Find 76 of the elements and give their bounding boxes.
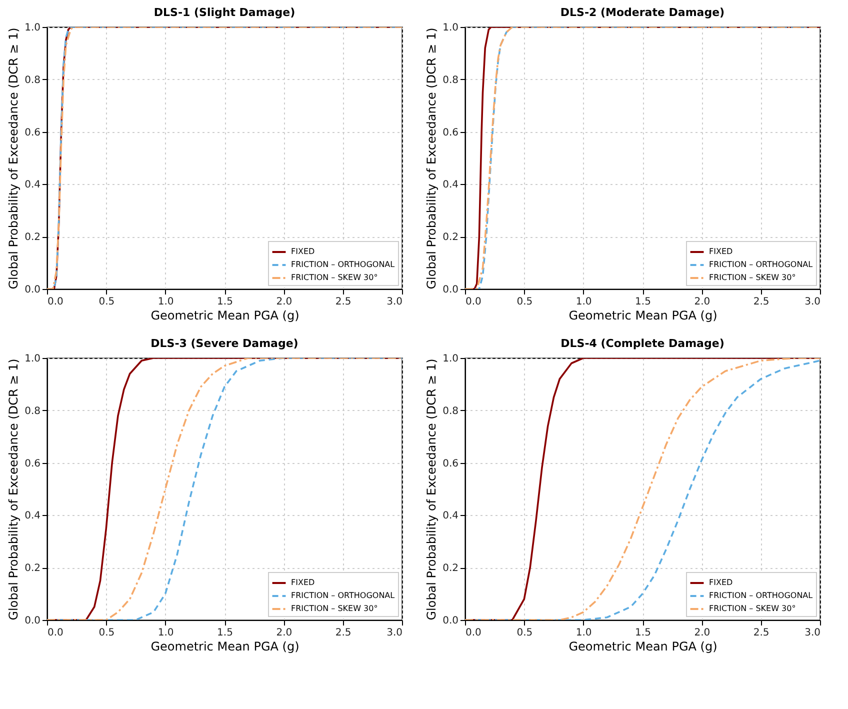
x-tick-label: 2.5 bbox=[335, 628, 352, 638]
legend-label: FIXED bbox=[291, 247, 315, 256]
y-tick-label: 0.4 bbox=[24, 180, 40, 191]
legend-label: FRICTION – SKEW 30° bbox=[291, 604, 378, 613]
x-tick-label: 2.0 bbox=[276, 296, 292, 308]
x-tick-label: 1.0 bbox=[576, 628, 592, 638]
x-tick-label: 2.0 bbox=[694, 296, 710, 308]
x-tick-label: 2.0 bbox=[694, 628, 710, 638]
legend-label: FRICTION – SKEW 30° bbox=[709, 604, 796, 613]
legend-label: FRICTION – ORTHOGONAL bbox=[709, 260, 814, 269]
x-tick-label: 2.5 bbox=[753, 628, 770, 638]
x-tick-label: 0.0 bbox=[466, 628, 482, 638]
y-axis-title: Global Probability of Exceedance (DCR ≥ 1) bbox=[424, 358, 439, 620]
x-tick-label: 0.0 bbox=[466, 296, 482, 308]
chart-title: DLS-2 (Moderate Damage) bbox=[560, 6, 725, 19]
chart-title: DLS-3 (Severe Damage) bbox=[150, 337, 298, 350]
x-tick-label: 3.0 bbox=[804, 296, 820, 308]
x-axis-title: Geometric Mean PGA (g) bbox=[150, 308, 300, 322]
x-tick-label: 2.5 bbox=[753, 296, 770, 308]
x-axis-title: Geometric Mean PGA (g) bbox=[568, 308, 718, 322]
x-tick-label: 0.0 bbox=[48, 296, 64, 308]
y-tick-label: 1.0 bbox=[24, 354, 40, 364]
legend-label: FRICTION – SKEW 30° bbox=[291, 273, 378, 282]
legend-label: FIXED bbox=[709, 247, 733, 256]
legend-label: FIXED bbox=[709, 578, 733, 587]
x-tick-label: 0.5 bbox=[516, 628, 533, 638]
y-tick-label: 0.4 bbox=[442, 180, 458, 191]
x-tick-label: 0.0 bbox=[48, 628, 64, 638]
y-tick-label: 1.0 bbox=[24, 22, 40, 34]
x-tick-label: 0.5 bbox=[516, 296, 533, 308]
y-axis-title: Global Probability of Exceedance (DCR ≥ 1) bbox=[6, 28, 21, 290]
x-axis-title: Geometric Mean PGA (g) bbox=[568, 640, 718, 654]
x-tick-label: 1.0 bbox=[576, 296, 592, 308]
x-tick-label: 2.0 bbox=[276, 628, 292, 638]
x-tick-label: 1.0 bbox=[158, 628, 174, 638]
y-axis-title: Global Probability of Exceedance (DCR ≥ 1) bbox=[6, 358, 21, 620]
legend-label: FRICTION – SKEW 30° bbox=[709, 273, 796, 282]
x-tick-label: 3.0 bbox=[804, 628, 820, 638]
y-tick-label: 0.8 bbox=[442, 74, 458, 86]
x-tick-label: 1.0 bbox=[158, 296, 174, 308]
y-tick-label: 0.2 bbox=[24, 232, 40, 244]
chart-title: DLS-4 (Complete Damage) bbox=[560, 337, 724, 350]
x-tick-label: 1.5 bbox=[217, 296, 233, 308]
x-tick-label: 1.5 bbox=[635, 296, 651, 308]
y-tick-label: 0.6 bbox=[442, 458, 458, 470]
x-tick-label: 0.5 bbox=[98, 296, 115, 308]
legend-label: FRICTION – ORTHOGONAL bbox=[291, 260, 396, 269]
x-axis-title: Geometric Mean PGA (g) bbox=[150, 640, 300, 654]
y-tick-label: 0.2 bbox=[24, 563, 40, 574]
y-tick-label: 0.0 bbox=[24, 284, 40, 296]
x-tick-label: 1.5 bbox=[635, 628, 651, 638]
y-tick-label: 0.4 bbox=[24, 510, 40, 522]
y-tick-label: 0.6 bbox=[24, 127, 40, 138]
x-tick-label: 1.5 bbox=[217, 628, 233, 638]
y-tick-label: 0.0 bbox=[24, 616, 40, 626]
chart-title: DLS-1 (Slight Damage) bbox=[154, 6, 296, 19]
x-tick-label: 2.5 bbox=[335, 296, 352, 308]
y-tick-label: 0.8 bbox=[442, 406, 458, 417]
legend-label: FIXED bbox=[291, 578, 315, 587]
y-tick-label: 1.0 bbox=[442, 354, 458, 364]
x-tick-label: 3.0 bbox=[386, 296, 402, 308]
y-tick-label: 0.8 bbox=[24, 74, 40, 86]
x-tick-label: 0.5 bbox=[98, 628, 115, 638]
y-tick-label: 0.2 bbox=[442, 232, 458, 244]
y-axis-title: Global Probability of Exceedance (DCR ≥ 1) bbox=[424, 28, 439, 290]
y-tick-label: 0.2 bbox=[442, 563, 458, 574]
y-tick-label: 0.6 bbox=[442, 127, 458, 138]
y-tick-label: 1.0 bbox=[442, 22, 458, 34]
legend-label: FRICTION – ORTHOGONAL bbox=[709, 591, 814, 600]
y-tick-label: 0.6 bbox=[24, 458, 40, 470]
legend-label: FRICTION – ORTHOGONAL bbox=[291, 591, 396, 600]
y-tick-label: 0.4 bbox=[442, 510, 458, 522]
y-tick-label: 0.0 bbox=[442, 284, 458, 296]
y-tick-label: 0.0 bbox=[442, 616, 458, 626]
x-tick-label: 3.0 bbox=[386, 628, 402, 638]
y-tick-label: 0.8 bbox=[24, 406, 40, 417]
